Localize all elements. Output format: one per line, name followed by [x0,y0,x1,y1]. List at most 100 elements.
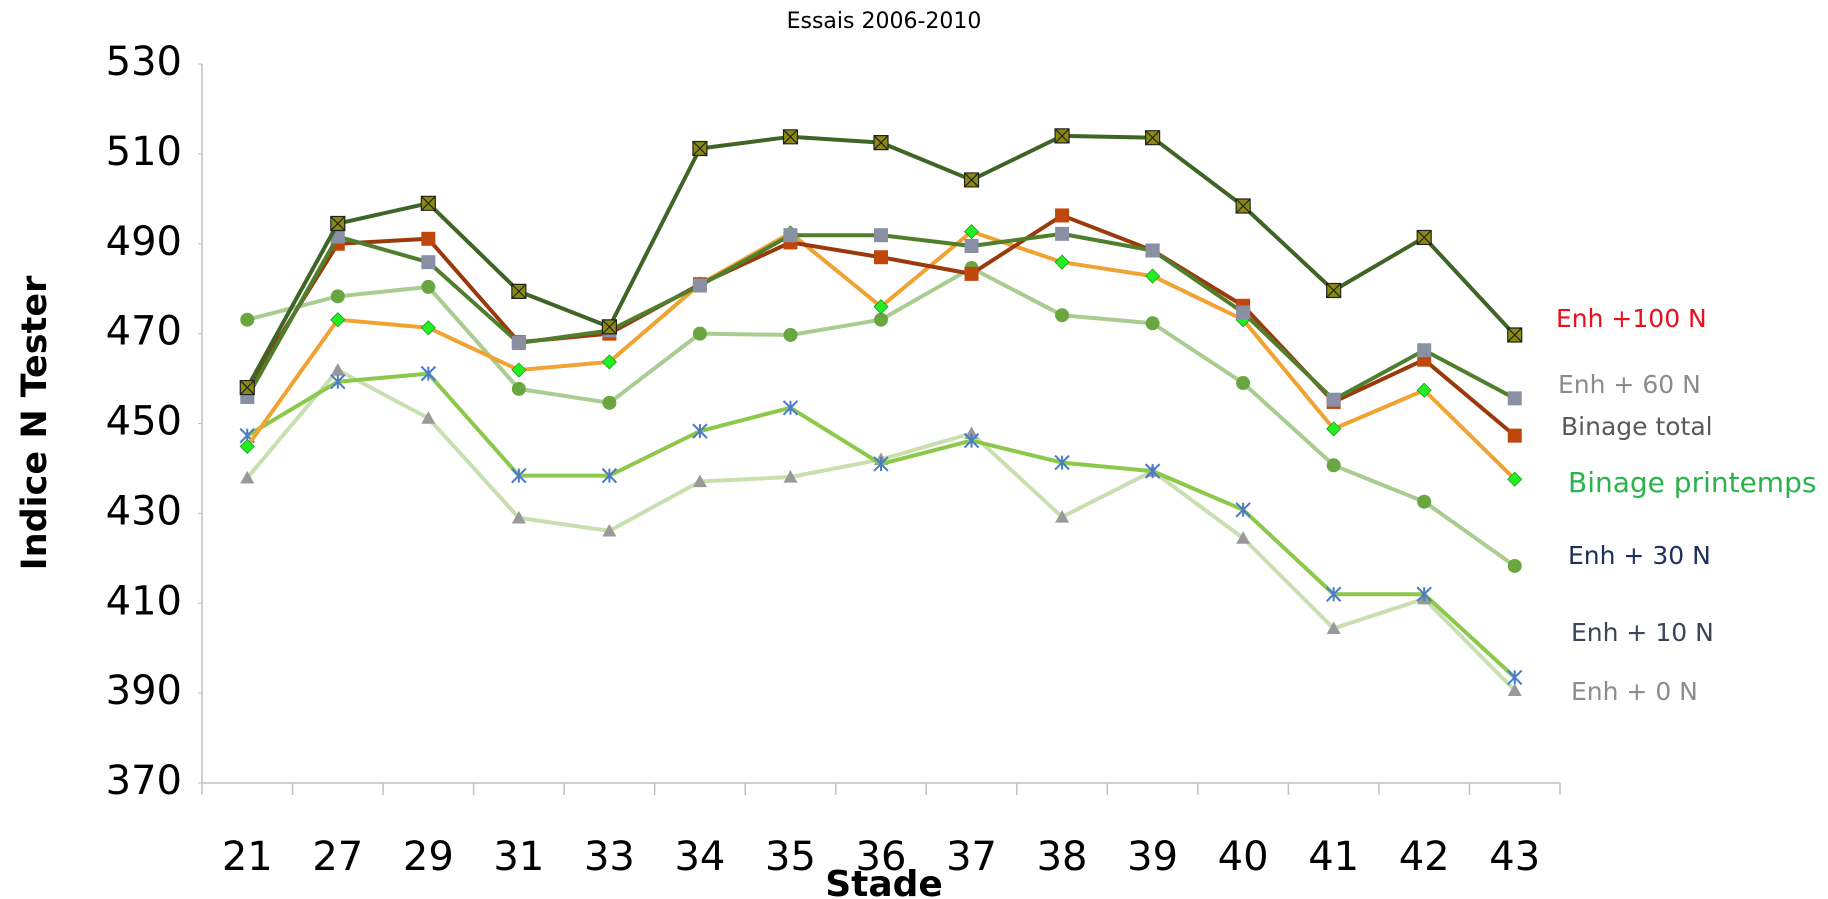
marker [963,432,980,449]
marker [1145,130,1161,146]
x-tick-label: 41 [1308,834,1359,880]
marker [692,326,707,341]
marker [1326,621,1341,635]
series-label: Binage printemps [1568,466,1816,499]
marker [783,469,798,483]
marker [421,231,436,246]
marker [330,312,346,328]
marker [330,215,346,232]
marker [783,228,798,243]
marker [1236,376,1251,391]
series-label: Enh +100 N [1556,304,1707,333]
x-tick-label: 38 [1037,834,1088,880]
marker [1054,128,1070,144]
marker [873,135,889,151]
y-tick-label: 430 [106,488,182,534]
marker [782,129,799,145]
marker [1055,509,1070,523]
marker [602,523,617,537]
marker [873,456,889,472]
marker [1417,343,1432,358]
marker [330,374,346,390]
marker [330,363,345,376]
x-tick-label: 35 [765,834,816,880]
x-tick-label: 37 [946,834,997,880]
marker [874,250,888,265]
marker [1055,208,1070,223]
y-tick-label: 510 [106,129,182,175]
x-tick-label: 21 [222,834,273,880]
x-tick-label: 36 [856,834,907,880]
marker [692,423,708,439]
marker [511,336,526,351]
marker [1326,458,1341,473]
marker [1416,229,1432,246]
x-tick-label: 39 [1127,834,1178,880]
marker [511,510,526,524]
marker [1055,308,1070,323]
marker [601,354,617,370]
marker [1054,454,1070,471]
marker [964,266,979,281]
y-tick-label: 410 [106,578,182,624]
marker [782,400,799,416]
chart-title: Essais 2006-2010 [787,9,982,34]
marker [1326,421,1342,437]
marker [1507,428,1522,443]
x-tick-label: 31 [493,834,544,880]
x-tick-label: 29 [403,834,454,880]
series-label: Enh + 30 N [1568,541,1711,570]
marker [1416,586,1432,602]
series-label: Enh + 10 N [1571,618,1714,647]
marker [1507,471,1523,487]
marker [1145,316,1160,331]
marker [692,140,708,157]
marker [873,299,889,315]
marker [601,319,617,335]
x-tick-label: 40 [1218,834,1269,880]
marker [1417,494,1432,509]
marker [1144,463,1161,479]
series-label: Enh + 60 N [1558,370,1701,399]
marker [1326,392,1341,407]
marker [420,365,437,382]
marker [1055,226,1070,241]
x-tick-label: 42 [1399,834,1450,880]
x-tick-label: 33 [584,834,635,880]
marker [1054,254,1070,270]
marker [1416,382,1432,398]
marker [511,362,527,378]
x-tick-label: 43 [1489,834,1540,880]
marker [874,312,888,327]
marker [1326,282,1342,299]
x-tick-label: 27 [312,834,363,880]
y-tick-label: 390 [106,668,182,714]
marker [1325,586,1342,602]
marker [1507,327,1523,343]
marker [239,379,255,396]
marker [692,278,707,293]
marker [964,238,979,253]
marker [1236,305,1251,320]
marker [421,279,436,294]
marker [1507,391,1522,406]
x-axis-title: Stade [825,864,943,899]
marker [1145,243,1160,258]
marker [330,289,345,304]
y-tick-label: 370 [106,758,182,804]
y-tick-label: 470 [106,309,182,355]
marker [420,195,436,211]
marker [1235,198,1251,214]
marker [783,327,798,342]
marker [511,283,527,299]
marker [1507,558,1522,573]
marker [1145,268,1161,284]
marker [1235,502,1251,518]
marker [602,395,617,410]
marker [240,312,255,327]
x-tick-label: 34 [674,834,725,880]
marker [874,228,888,243]
y-tick-label: 450 [106,399,182,445]
marker [511,381,526,396]
